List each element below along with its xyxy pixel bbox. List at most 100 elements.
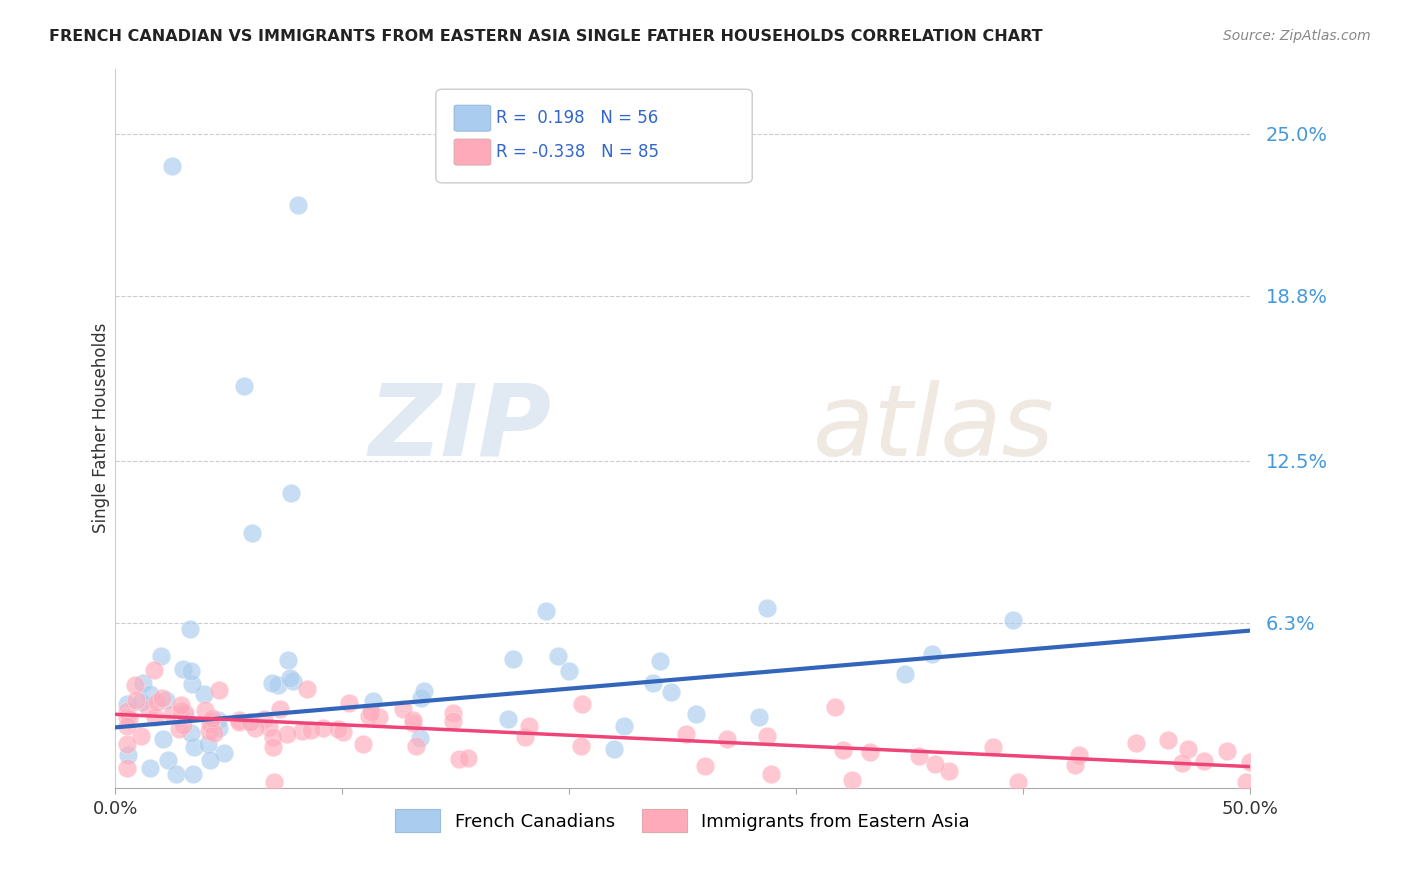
Point xyxy=(1170,756,1192,770)
Point xyxy=(201,711,224,725)
Point xyxy=(207,722,229,736)
Point xyxy=(143,709,166,723)
Point xyxy=(239,715,262,730)
Point xyxy=(183,740,205,755)
Point xyxy=(263,775,285,789)
Point xyxy=(167,722,190,736)
Point xyxy=(180,726,202,740)
Point xyxy=(173,706,195,721)
Point xyxy=(1239,755,1261,769)
Point xyxy=(180,665,202,679)
Point xyxy=(266,678,288,692)
Point xyxy=(441,714,464,729)
Point xyxy=(173,707,195,722)
Point xyxy=(1157,733,1180,747)
Point xyxy=(124,678,146,692)
Point xyxy=(115,719,138,733)
Point xyxy=(269,702,291,716)
Point xyxy=(536,604,558,618)
Point xyxy=(198,717,221,731)
Point xyxy=(311,721,333,735)
Point xyxy=(675,727,697,741)
Point xyxy=(337,696,360,710)
Point xyxy=(214,746,236,760)
Point xyxy=(150,648,173,663)
Text: R = -0.338   N = 85: R = -0.338 N = 85 xyxy=(496,143,659,161)
Point xyxy=(240,525,263,540)
Point xyxy=(115,710,138,724)
Point xyxy=(262,676,284,690)
Point xyxy=(131,676,153,690)
Point xyxy=(162,159,184,173)
Y-axis label: Single Father Households: Single Father Households xyxy=(93,323,110,533)
Text: atlas: atlas xyxy=(813,379,1054,476)
Point xyxy=(893,666,915,681)
Point xyxy=(170,704,193,718)
Point xyxy=(502,651,524,665)
Point xyxy=(496,712,519,726)
Point xyxy=(169,698,191,712)
Point xyxy=(281,674,304,689)
Point xyxy=(716,731,738,746)
Point xyxy=(547,648,569,663)
Point xyxy=(207,713,229,727)
Point xyxy=(117,748,139,763)
Point xyxy=(924,757,946,772)
Legend: French Canadians, Immigrants from Eastern Asia: French Canadians, Immigrants from Easter… xyxy=(388,802,977,839)
Point xyxy=(115,697,138,711)
Point xyxy=(262,730,284,744)
Point xyxy=(117,712,139,726)
Point xyxy=(202,725,225,739)
Point xyxy=(1064,758,1087,772)
Point xyxy=(253,712,276,726)
Point xyxy=(824,699,846,714)
Point xyxy=(648,654,671,668)
Point xyxy=(1125,736,1147,750)
Point xyxy=(287,197,309,211)
Point xyxy=(1067,747,1090,762)
Point xyxy=(262,740,284,755)
Point xyxy=(277,653,299,667)
Point xyxy=(115,738,138,752)
Point xyxy=(197,737,219,751)
Point xyxy=(276,727,298,741)
Point xyxy=(908,749,931,764)
Point xyxy=(357,709,380,723)
Point xyxy=(409,691,432,706)
Point xyxy=(228,713,250,727)
Point xyxy=(755,601,778,615)
Point xyxy=(155,693,177,707)
Point xyxy=(513,731,536,745)
Text: FRENCH CANADIAN VS IMMIGRANTS FROM EASTERN ASIA SINGLE FATHER HOUSEHOLDS CORRELA: FRENCH CANADIAN VS IMMIGRANTS FROM EASTE… xyxy=(49,29,1043,44)
Point xyxy=(139,687,162,701)
Point xyxy=(115,761,138,775)
Point xyxy=(1234,775,1257,789)
Point xyxy=(571,697,593,711)
Point xyxy=(239,715,262,730)
Point xyxy=(1194,755,1216,769)
Point xyxy=(257,720,280,734)
Point xyxy=(360,706,382,720)
Point xyxy=(558,664,581,678)
Point xyxy=(125,693,148,707)
Point xyxy=(139,760,162,774)
Point xyxy=(402,716,425,731)
Point xyxy=(157,753,180,767)
Point xyxy=(441,706,464,721)
Point xyxy=(641,675,664,690)
Point xyxy=(181,766,204,780)
Point xyxy=(685,706,707,721)
Point xyxy=(243,721,266,735)
Point xyxy=(115,704,138,718)
Point xyxy=(859,745,882,759)
Point xyxy=(326,722,349,736)
Point xyxy=(172,717,194,731)
Point xyxy=(569,739,592,754)
Point xyxy=(1177,742,1199,756)
Point xyxy=(413,684,436,698)
Point xyxy=(659,685,682,699)
Point xyxy=(145,695,167,709)
Point xyxy=(1216,744,1239,758)
Point xyxy=(1007,775,1029,789)
Point xyxy=(193,687,215,701)
